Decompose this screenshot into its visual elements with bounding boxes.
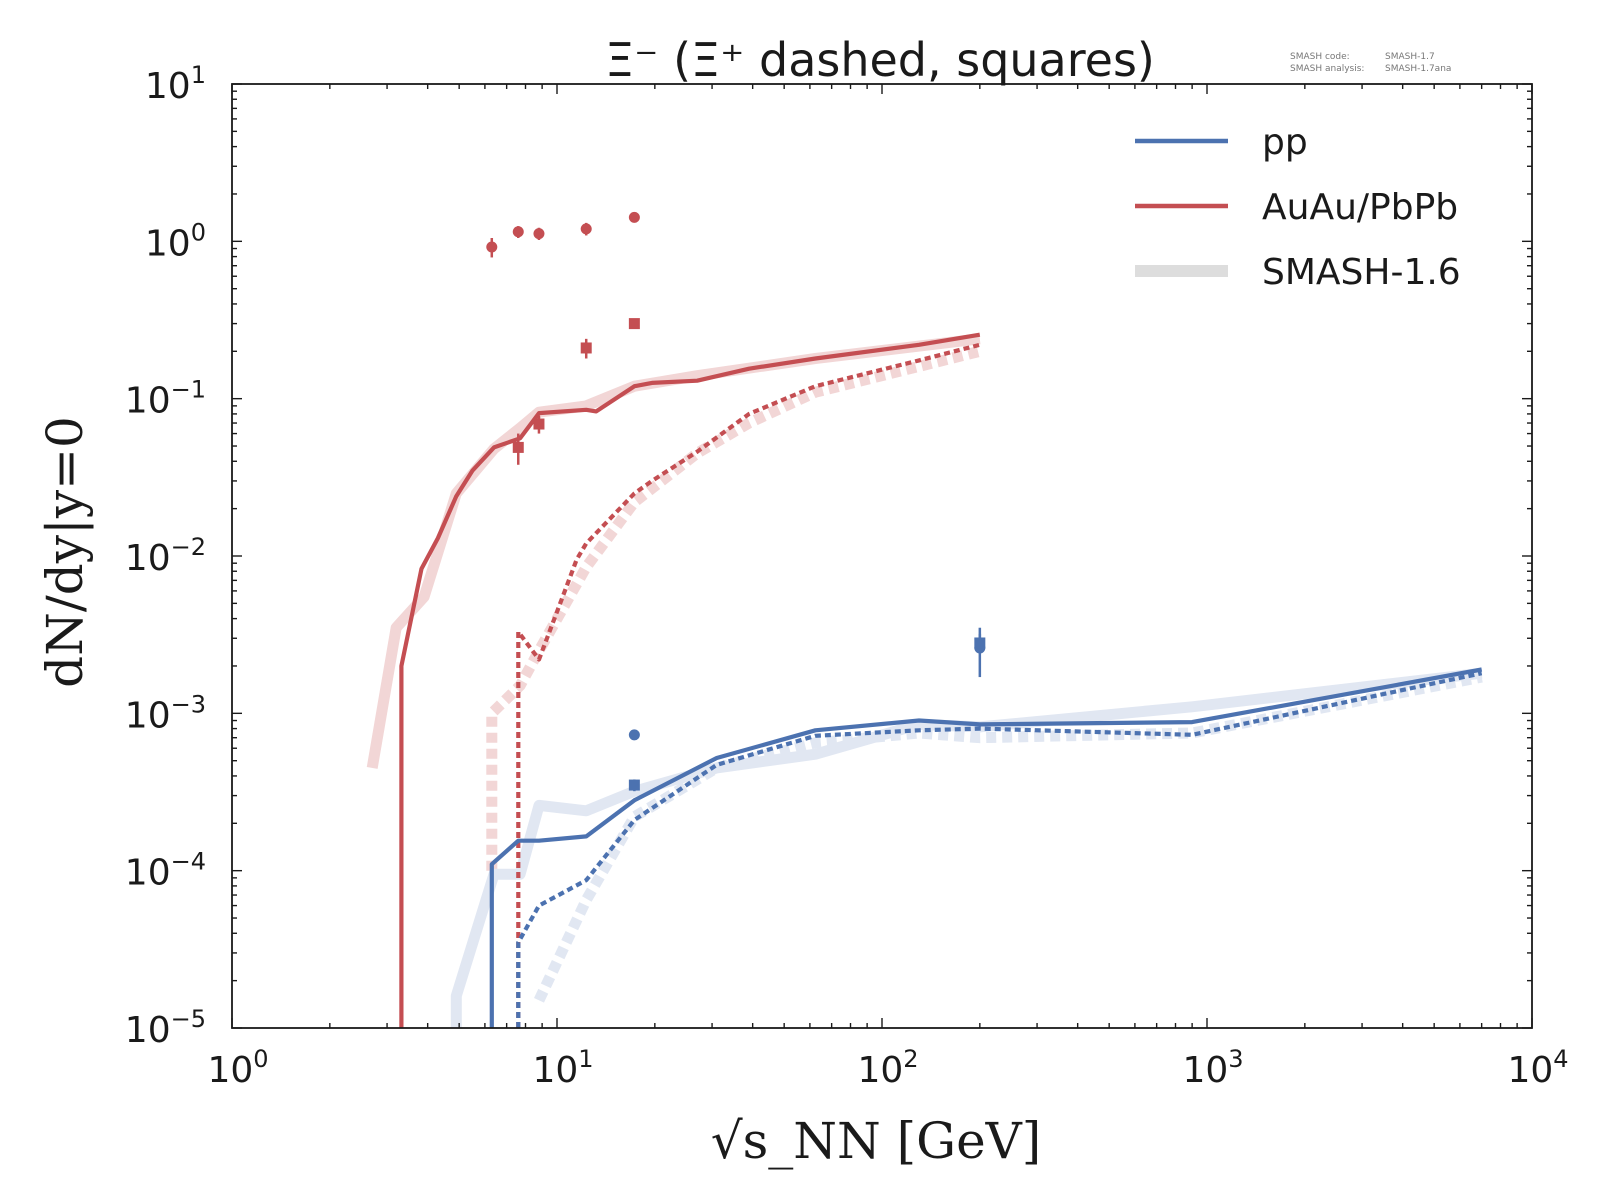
x-tick-label: 103 xyxy=(1182,1045,1243,1091)
pp-xi-plus-data-point xyxy=(628,779,640,791)
smash-analysis-value: SMASH-1.7ana xyxy=(1385,64,1451,74)
tick-layer: 100 101 102 103 104 101 100 10−1 10−2 10−3 10−4 10−… xyxy=(125,61,1569,1091)
y-tick-label: 10−4 xyxy=(125,848,206,894)
legend: pp AuAu/PbPb SMASH-1.6 xyxy=(1135,122,1461,293)
pp-xi-minus-data-point xyxy=(628,729,640,741)
y-tick-label: 101 xyxy=(145,61,206,107)
auau-xi-minus-data-point xyxy=(580,223,592,235)
auau-xi-plus-data-point xyxy=(533,418,545,430)
chart-title: Ξ⁻ (Ξ⁺ dashed, squares) xyxy=(605,33,1155,87)
x-tick-label: 102 xyxy=(857,1045,918,1091)
auau-xi-plus-data-point xyxy=(512,441,524,453)
pp-xi-plus-line xyxy=(516,671,1483,1028)
x-tick-label: 100 xyxy=(207,1045,268,1091)
auau-xi-plus-smash16-band xyxy=(486,345,982,871)
pp-xi-minus-line xyxy=(489,667,1483,1028)
y-tick-label: 10−2 xyxy=(125,533,206,579)
smash-code-label: SMASH code: xyxy=(1290,52,1350,62)
marker-layer xyxy=(486,211,986,792)
auau-xi-minus-data-point xyxy=(512,226,524,238)
auau-xi-minus-data-point xyxy=(486,241,498,253)
auau-xi-plus-data-point xyxy=(628,318,640,330)
legend-label-pp: pp xyxy=(1262,122,1308,163)
x-axis-label: √s_NN [GeV] xyxy=(711,1112,1042,1170)
auau-xi-minus-line xyxy=(399,332,981,1028)
auau-xi-plus-data-point xyxy=(580,342,592,354)
auau-xi-minus-smash16-band xyxy=(366,333,981,769)
legend-label-smash16: SMASH-1.6 xyxy=(1262,252,1461,293)
x-tick-label: 104 xyxy=(1507,1045,1568,1091)
pp-xi-plus-data-point xyxy=(974,637,986,649)
y-tick-label: 100 xyxy=(145,218,206,264)
y-tick-label: 10−5 xyxy=(125,1005,206,1051)
x-tick-label: 101 xyxy=(532,1045,593,1091)
smash-analysis-label: SMASH analysis: xyxy=(1290,64,1364,74)
auau-xi-minus-data-point xyxy=(628,211,640,223)
auau-xi-plus-line xyxy=(516,342,981,1028)
pp-xi-plus-smash16-band xyxy=(534,671,1483,1003)
auau-xi-minus-data-point xyxy=(533,228,545,240)
smash-version-note: SMASH code: SMASH-1.7 SMASH analysis: SM… xyxy=(1290,52,1451,74)
x-axis-label-text: √s_NN [GeV] xyxy=(711,1112,1042,1170)
y-tick-label: 10−1 xyxy=(125,376,206,422)
y-axis-label-text: dN/dy|y=0 xyxy=(36,416,94,688)
legend-label-auau: AuAu/PbPb xyxy=(1262,187,1458,228)
y-axis-label: dN/dy|y=0 xyxy=(36,416,94,688)
y-tick-label: 10−3 xyxy=(125,690,206,736)
series-layer xyxy=(366,332,1483,1028)
smash-code-value: SMASH-1.7 xyxy=(1385,52,1435,62)
